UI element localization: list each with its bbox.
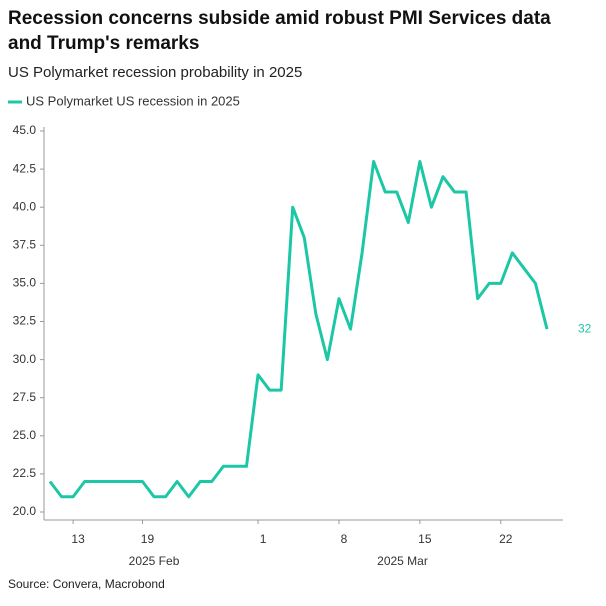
chart-title: Recession concerns subside amid robust P… [8, 8, 551, 54]
source-note: Source: Convera, Macrobond [8, 577, 165, 591]
y-tick-label: 37.5 [13, 237, 37, 251]
x-tick-label: 15 [418, 532, 432, 546]
y-tick-label: 40.0 [13, 199, 37, 213]
x-group-label: 2025 Feb [129, 554, 180, 568]
y-tick-label: 20.0 [13, 504, 37, 518]
y-tick-label: 32.5 [13, 314, 37, 328]
x-tick-label: 13 [71, 532, 85, 546]
x-tick-label: 22 [499, 532, 513, 546]
y-tick-label: 27.5 [13, 390, 37, 404]
legend-label: US Polymarket US recession in 2025 [26, 93, 240, 108]
y-tick-label: 35.0 [13, 276, 37, 290]
y-tick-label: 22.5 [13, 466, 37, 480]
x-tick-label: 8 [341, 532, 348, 546]
x-group-label: 2025 Mar [377, 554, 428, 568]
y-tick-label: 45.0 [13, 123, 37, 137]
end-label: 32 [578, 321, 592, 335]
x-tick-label: 19 [141, 532, 155, 546]
y-tick-label: 42.5 [13, 161, 37, 175]
y-tick-label: 25.0 [13, 428, 37, 442]
chart-subtitle: US Polymarket recession probability in 2… [8, 64, 303, 81]
series-line [48, 159, 549, 499]
x-tick-label: 1 [260, 532, 267, 546]
y-tick-label: 30.0 [13, 352, 37, 366]
